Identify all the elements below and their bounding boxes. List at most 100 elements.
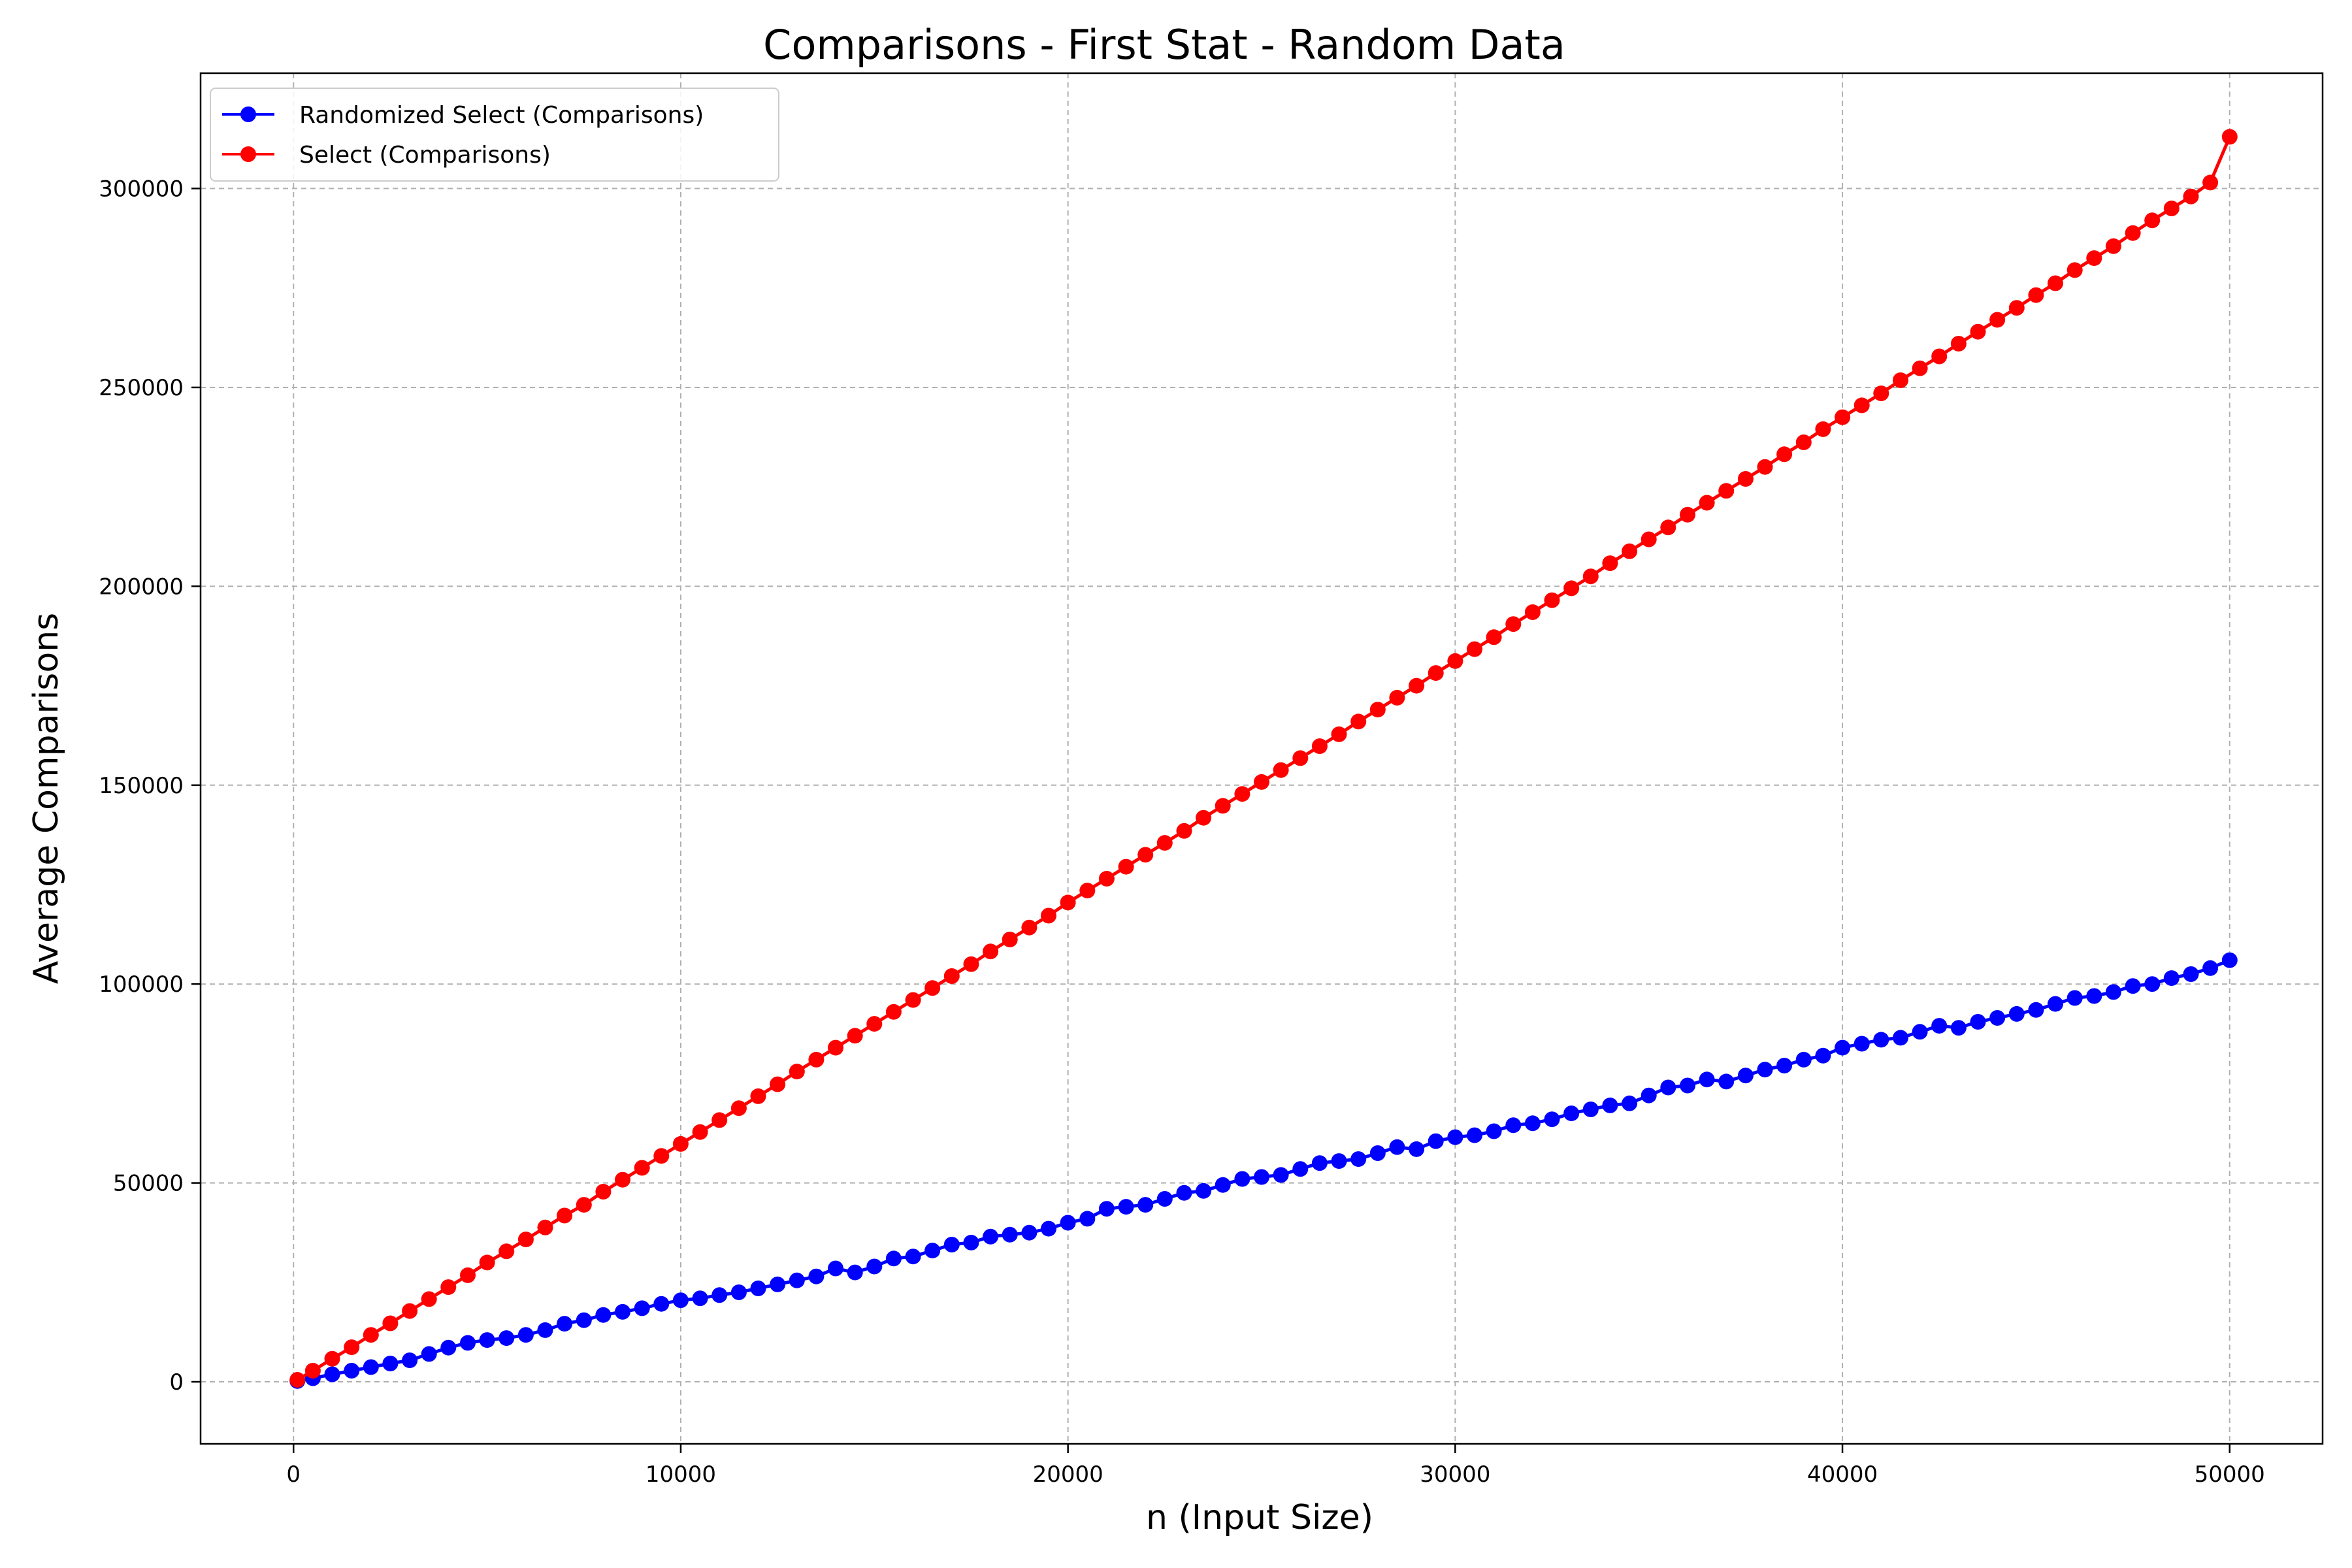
x-axis-title: n (Input Size) — [1146, 1498, 1373, 1537]
data-point — [672, 1135, 689, 1152]
data-point — [770, 1076, 786, 1092]
data-point — [983, 1228, 999, 1245]
data-point — [557, 1207, 573, 1224]
data-point — [730, 1284, 747, 1300]
data-point — [634, 1300, 650, 1316]
data-point — [1795, 434, 1812, 450]
data-point — [1893, 372, 1908, 388]
data-point — [1311, 738, 1328, 755]
data-point — [1854, 397, 1870, 414]
data-point — [1835, 1039, 1851, 1056]
data-point — [1389, 1139, 1405, 1155]
y-tick-label: 50000 — [113, 1171, 184, 1197]
data-point — [750, 1088, 766, 1104]
series-layer — [289, 129, 2238, 1389]
data-point — [1369, 1145, 1386, 1161]
x-tick-label: 40000 — [1807, 1462, 1878, 1488]
data-point — [1118, 1199, 1134, 1215]
x-tick-label: 30000 — [1420, 1462, 1490, 1488]
data-point — [1098, 1201, 1115, 1217]
data-point — [1544, 592, 1560, 608]
data-point — [1447, 1129, 1463, 1145]
data-point — [615, 1171, 630, 1188]
data-point — [1602, 555, 1618, 572]
data-point — [1718, 1073, 1735, 1090]
data-point — [1292, 1161, 1309, 1177]
data-point — [1680, 506, 1695, 523]
data-point — [440, 1339, 457, 1356]
data-point — [324, 1350, 340, 1367]
data-point — [344, 1339, 360, 1356]
data-point — [1331, 1153, 1347, 1169]
data-point — [2066, 262, 2083, 278]
data-point — [653, 1296, 670, 1312]
data-point — [924, 1243, 941, 1259]
data-point — [595, 1307, 612, 1323]
data-point — [2183, 966, 2199, 982]
data-point — [1428, 1133, 1444, 1149]
series-1 — [289, 129, 2238, 1388]
data-point — [2202, 174, 2219, 191]
data-point — [905, 1249, 921, 1265]
legend-marker-randomized — [240, 106, 256, 122]
data-point — [1950, 336, 1967, 351]
data-point — [363, 1327, 379, 1343]
data-point — [595, 1184, 612, 1200]
data-point — [576, 1312, 592, 1328]
data-point — [1563, 580, 1580, 596]
data-point — [1873, 385, 1889, 402]
legend: Randomized Select (Comparisons) Select (… — [210, 88, 779, 182]
data-point — [653, 1148, 670, 1164]
data-point — [1156, 1191, 1173, 1207]
data-point — [440, 1279, 457, 1296]
data-point — [1176, 823, 1192, 839]
data-point — [1409, 1141, 1425, 1157]
data-point — [1931, 348, 1948, 365]
data-point — [1311, 1155, 1328, 1171]
data-point — [1873, 1032, 1889, 1048]
data-point — [1776, 1058, 1793, 1073]
data-point — [1176, 1184, 1192, 1201]
y-axis-ticks: 0 50000 100000 150000 200000 250000 300000 — [99, 176, 201, 1396]
data-point — [2066, 990, 2083, 1006]
data-point — [304, 1363, 321, 1379]
data-point — [1254, 774, 1269, 790]
data-point — [808, 1051, 825, 1068]
data-point — [1234, 786, 1250, 802]
y-tick-label: 0 — [169, 1369, 184, 1396]
data-point — [924, 980, 941, 996]
legend-label-select: Select (Comparisons) — [299, 142, 551, 169]
data-point — [382, 1315, 399, 1331]
data-point — [498, 1330, 515, 1347]
data-point — [1331, 726, 1347, 742]
data-point — [828, 1260, 843, 1277]
data-point — [1950, 1020, 1967, 1036]
data-point — [1912, 360, 1928, 376]
data-point — [324, 1366, 340, 1382]
data-point — [1292, 750, 1309, 766]
data-point — [1273, 1167, 1289, 1183]
data-point — [2086, 250, 2102, 267]
data-point — [1524, 1115, 1541, 1132]
data-point — [1660, 519, 1676, 536]
x-tick-label: 10000 — [645, 1462, 716, 1488]
data-point — [421, 1291, 437, 1307]
data-point — [1137, 847, 1154, 863]
data-point — [289, 1372, 306, 1388]
data-point — [1060, 894, 1076, 911]
data-point — [1118, 858, 1134, 875]
legend-box — [210, 88, 779, 182]
legend-label-randomized: Randomized Select (Comparisons) — [299, 102, 704, 129]
data-point — [847, 1028, 863, 1044]
data-point — [1699, 495, 1715, 511]
data-point — [1486, 1123, 1502, 1139]
data-point — [1505, 616, 1522, 632]
x-tick-label: 20000 — [1033, 1462, 1103, 1488]
data-point — [1757, 1062, 1773, 1078]
data-point — [789, 1272, 805, 1288]
data-point — [634, 1160, 650, 1176]
data-point — [1467, 641, 1482, 657]
data-point — [692, 1124, 708, 1140]
data-point — [557, 1316, 573, 1332]
data-point — [363, 1359, 379, 1375]
